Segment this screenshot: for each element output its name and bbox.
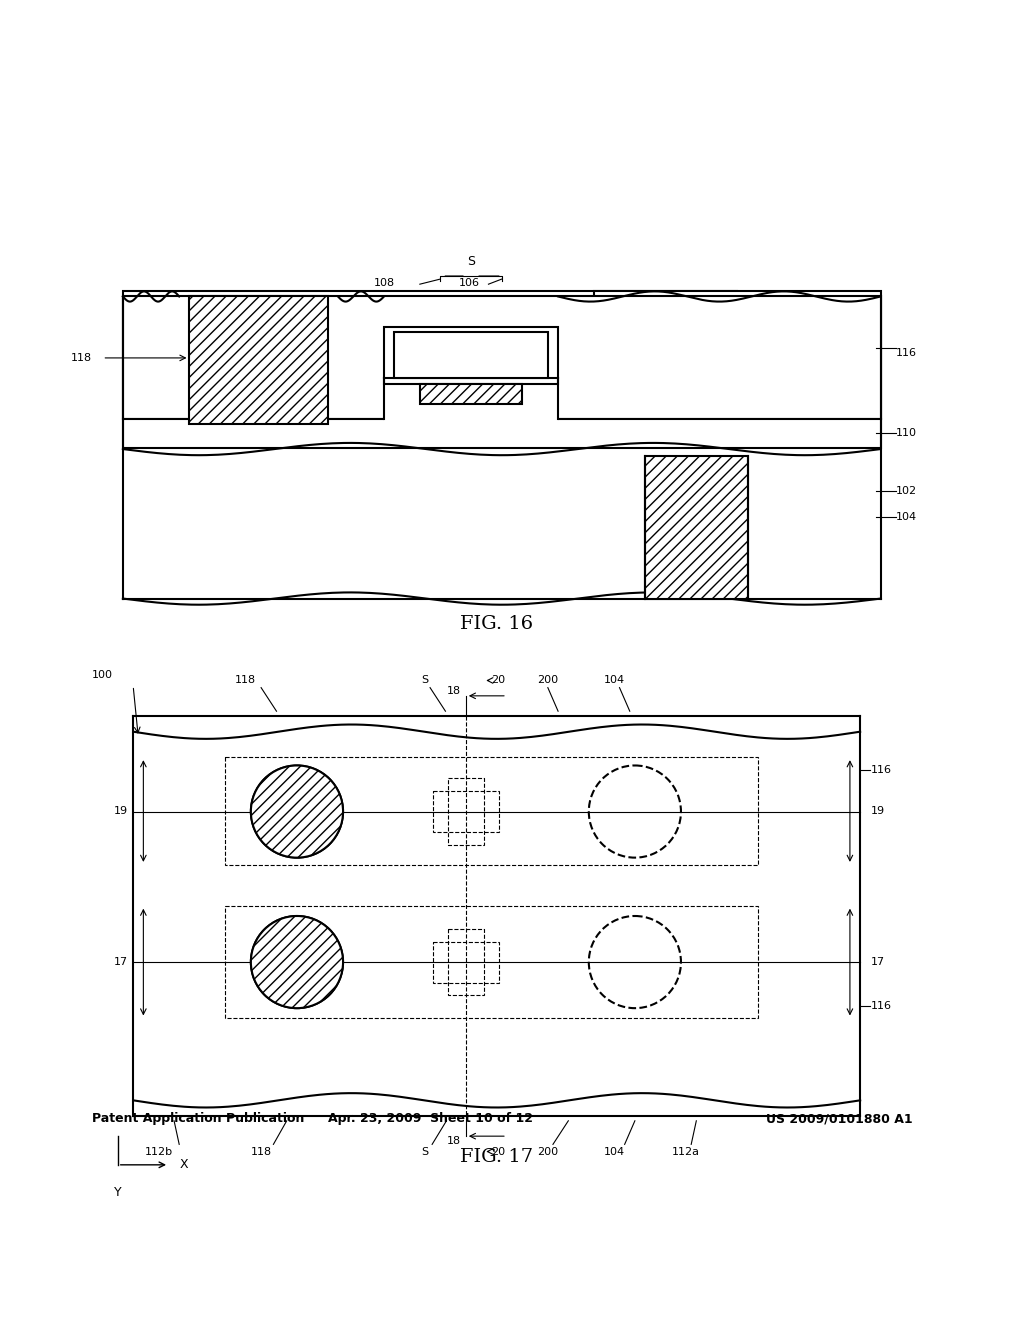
Bar: [123, 297, 881, 420]
Text: 112b: 112b: [144, 1147, 173, 1156]
Text: S: S: [422, 1147, 428, 1156]
Text: 118: 118: [71, 352, 92, 363]
Circle shape: [251, 766, 343, 858]
Text: 100: 100: [91, 671, 113, 680]
Text: 18: 18: [446, 1137, 461, 1146]
Text: 106: 106: [459, 279, 479, 288]
Text: 116: 116: [870, 764, 892, 775]
Text: Patent Application Publication: Patent Application Publication: [92, 1113, 304, 1125]
Bar: [645, 457, 748, 598]
Bar: [432, 791, 500, 832]
Bar: [123, 420, 881, 447]
Text: S: S: [467, 255, 475, 268]
Bar: [594, 292, 881, 420]
Bar: [189, 297, 328, 425]
Text: US 2009/0101880 A1: US 2009/0101880 A1: [766, 1113, 913, 1125]
Text: 108: 108: [374, 279, 394, 288]
Bar: [384, 327, 558, 384]
Bar: [225, 906, 758, 1019]
Circle shape: [251, 916, 343, 1008]
Text: 110: 110: [896, 428, 918, 438]
Text: 118: 118: [236, 676, 256, 685]
Text: S: S: [422, 676, 428, 685]
Text: 116: 116: [870, 1001, 892, 1011]
Bar: [123, 292, 737, 420]
Text: 20: 20: [492, 1147, 506, 1156]
Text: 102: 102: [896, 486, 918, 496]
Text: 104: 104: [896, 512, 918, 521]
Text: 104: 104: [604, 1147, 625, 1156]
Text: 19: 19: [114, 807, 128, 816]
Bar: [384, 379, 558, 421]
Bar: [432, 941, 500, 982]
Circle shape: [251, 766, 343, 858]
Circle shape: [251, 916, 343, 1008]
Text: 17: 17: [870, 957, 885, 968]
Text: 17: 17: [114, 957, 128, 968]
Text: 20: 20: [492, 676, 506, 685]
Text: 112a: 112a: [672, 1147, 700, 1156]
Text: FIG. 16: FIG. 16: [460, 615, 534, 634]
Text: 118: 118: [251, 1147, 271, 1156]
Text: X: X: [180, 1159, 188, 1171]
Bar: [420, 384, 522, 404]
Text: 116: 116: [896, 347, 918, 358]
Text: 104: 104: [604, 676, 625, 685]
Bar: [225, 758, 758, 865]
Text: Apr. 23, 2009  Sheet 10 of 12: Apr. 23, 2009 Sheet 10 of 12: [328, 1113, 532, 1125]
Bar: [449, 929, 484, 995]
Text: 18: 18: [446, 685, 461, 696]
Text: 200: 200: [538, 1147, 558, 1156]
Text: 200: 200: [538, 676, 558, 685]
Text: 19: 19: [870, 807, 885, 816]
Text: FIG. 17: FIG. 17: [460, 1147, 534, 1166]
Text: Y: Y: [114, 1185, 122, 1199]
Bar: [394, 333, 548, 379]
Bar: [449, 779, 484, 845]
